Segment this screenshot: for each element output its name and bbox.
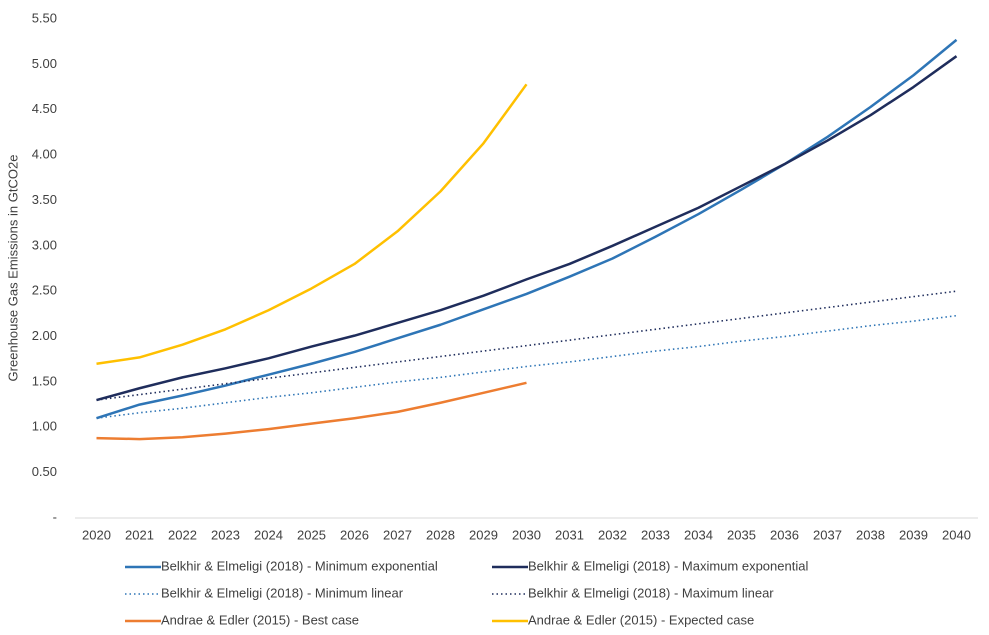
- x-tick-label: 2033: [641, 527, 670, 542]
- series-line: [96, 290, 957, 401]
- x-tick-label: 2034: [684, 527, 713, 542]
- x-tick-label: 2038: [856, 527, 885, 542]
- x-tick-label: 2023: [211, 527, 240, 542]
- y-tick-label: 1.00: [32, 419, 57, 434]
- y-tick-label: 0.50: [32, 464, 57, 479]
- x-tick-label: 2021: [125, 527, 154, 542]
- y-axis-label: Greenhouse Gas Emissions in GtCO2e: [5, 155, 20, 382]
- series-line: [96, 314, 957, 419]
- x-tick-label: 2040: [942, 527, 971, 542]
- series-line: [96, 83, 528, 366]
- legend-label: Belkhir & Elmeligi (2018) - Minimum line…: [161, 585, 404, 600]
- x-tick-label: 2031: [555, 527, 584, 542]
- x-tick-label: 2030: [512, 527, 541, 542]
- legend-label: Belkhir & Elmeligi (2018) - Minimum expo…: [161, 558, 438, 573]
- series-line: [96, 38, 958, 420]
- y-tick-label: 5.50: [32, 10, 57, 25]
- x-tick-label: 2020: [82, 527, 111, 542]
- legend-label: Belkhir & Elmeligi (2018) - Maximum expo…: [528, 558, 808, 573]
- y-tick-label: 3.50: [32, 192, 57, 207]
- y-tick-label: 4.50: [32, 101, 57, 116]
- x-tick-label: 2028: [426, 527, 455, 542]
- series-line: [96, 55, 958, 402]
- x-tick-label: 2039: [899, 527, 928, 542]
- x-tick-label: 2025: [297, 527, 326, 542]
- y-tick-label: 2.00: [32, 328, 57, 343]
- y-tick-label: 2.50: [32, 283, 57, 298]
- x-tick-label: 2037: [813, 527, 842, 542]
- legend-label: Andrae & Edler (2015) - Expected case: [528, 612, 754, 627]
- x-tick-label: 2026: [340, 527, 369, 542]
- x-tick-label: 2022: [168, 527, 197, 542]
- x-tick-label: 2029: [469, 527, 498, 542]
- y-tick-label: -: [53, 509, 57, 524]
- x-tick-label: 2027: [383, 527, 412, 542]
- series-line: [96, 381, 527, 441]
- x-tick-label: 2032: [598, 527, 627, 542]
- legend-label: Andrae & Edler (2015) - Best case: [161, 612, 359, 627]
- x-tick-label: 2036: [770, 527, 799, 542]
- y-tick-label: 3.00: [32, 237, 57, 252]
- x-tick-label: 2035: [727, 527, 756, 542]
- legend-label: Belkhir & Elmeligi (2018) - Maximum line…: [528, 585, 774, 600]
- y-tick-label: 5.00: [32, 56, 57, 71]
- y-tick-label: 4.00: [32, 147, 57, 162]
- x-tick-label: 2024: [254, 527, 283, 542]
- y-tick-label: 1.50: [32, 373, 57, 388]
